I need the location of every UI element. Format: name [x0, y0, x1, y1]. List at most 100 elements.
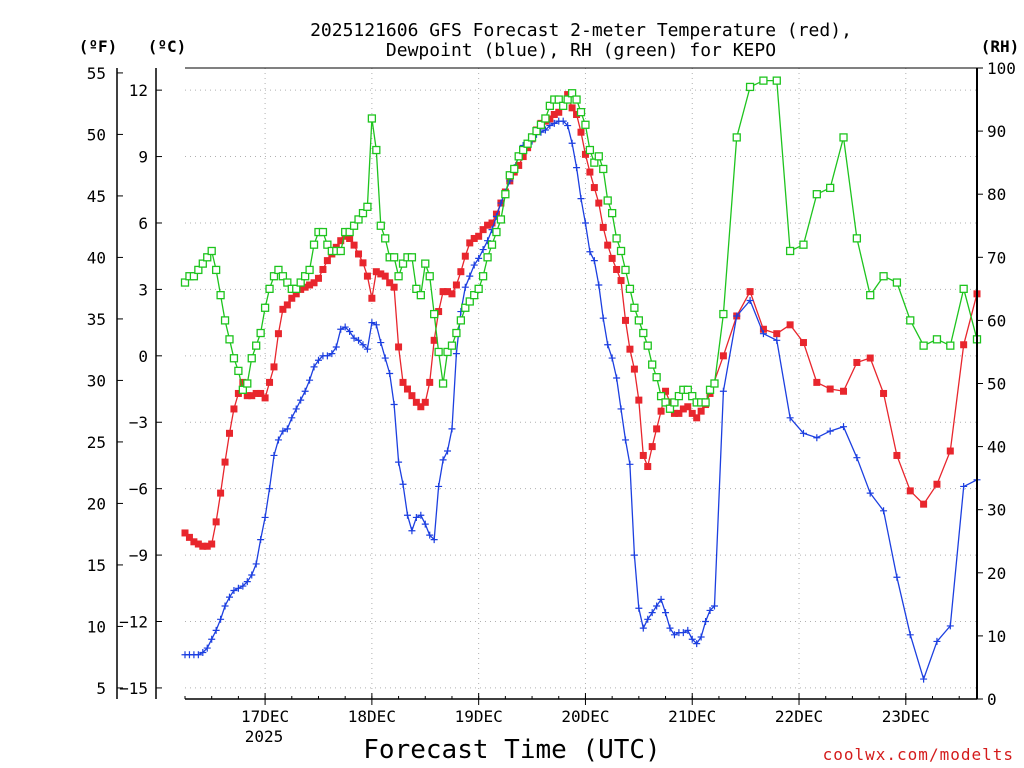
rh-point: [732, 133, 741, 142]
dewpoint-point: [733, 312, 741, 320]
dewpoint-point: [684, 626, 692, 634]
rh-point: [839, 133, 848, 142]
dewpoint-point: [421, 520, 429, 528]
temperature-point: [693, 414, 701, 422]
rh-point: [563, 95, 572, 104]
grid-lines: [185, 68, 977, 699]
dewpoint-point: [670, 631, 678, 639]
rh-point: [665, 404, 675, 413]
temperature-point: [648, 443, 656, 451]
temperature-point: [866, 354, 874, 362]
dewpoint-point: [577, 195, 585, 203]
temperature-point: [630, 365, 638, 373]
rh-point: [452, 328, 461, 338]
temperature-point: [586, 168, 594, 176]
temperature-point: [310, 279, 318, 287]
dewpoint-point: [372, 321, 380, 329]
dewpoint-point: [653, 602, 661, 610]
temperature-point: [426, 378, 434, 386]
dewpoint-point: [710, 602, 718, 610]
dewpoint-point: [230, 587, 238, 595]
axes: 129630−3−6−9−12−155550454035302520151051…: [87, 59, 1016, 726]
temperature-point: [279, 305, 287, 313]
rh-point: [372, 145, 381, 155]
celsius-unit-label: (ºC): [148, 37, 187, 56]
temperature-point: [395, 343, 403, 351]
dewpoint-point: [759, 330, 767, 338]
temperature-point: [306, 281, 314, 289]
rh-point: [381, 234, 390, 243]
dewpoint-point: [639, 624, 647, 632]
rh-point: [487, 240, 497, 249]
temperature-point: [759, 325, 767, 333]
temperature-point: [266, 378, 274, 386]
rh-point: [238, 385, 247, 394]
dewpoint-point: [679, 629, 687, 637]
rh-point: [278, 272, 288, 281]
temperature-point: [217, 489, 225, 497]
x-tick-label: 22DEC: [775, 707, 823, 726]
temperature-point: [555, 108, 563, 116]
x-tick-label: 17DEC: [241, 707, 289, 726]
rh-point: [759, 76, 768, 85]
rh-point: [345, 227, 354, 237]
dewpoint-point: [408, 527, 416, 535]
rh-point: [229, 354, 239, 363]
temperature-point: [359, 259, 367, 267]
dewpoint-point: [439, 456, 447, 464]
dewpoint-point: [541, 126, 549, 134]
rh-point: [247, 354, 256, 363]
rh-point: [590, 158, 599, 167]
dewpoint-point: [604, 341, 612, 349]
dewpoint-point: [234, 584, 242, 592]
dewpoint-point: [799, 429, 807, 437]
dewpoint-point: [252, 560, 260, 568]
temperature-point: [679, 405, 687, 413]
rh-point: [599, 164, 608, 174]
temperature-point: [341, 232, 349, 240]
temperature-point: [363, 272, 371, 280]
fahrenheit-tick-label: 25: [87, 433, 106, 452]
temperature-point: [906, 487, 914, 495]
temperature-point: [461, 252, 469, 260]
dewpoint-point: [208, 635, 216, 643]
temperature-point: [337, 237, 345, 245]
dewpoint-point: [866, 489, 874, 497]
data-series: [180, 76, 982, 683]
rh-point: [354, 215, 363, 224]
temperature-point: [599, 223, 607, 231]
rh-point: [705, 385, 715, 394]
dewpoint-point: [426, 531, 434, 539]
rh-point: [194, 265, 203, 275]
temperature-point: [639, 451, 647, 459]
dewpoint-point: [359, 341, 367, 349]
rh-point: [710, 379, 719, 388]
temperature-point: [719, 352, 727, 360]
series-relative-humidity: [180, 76, 982, 413]
dewpoint-point: [399, 480, 407, 488]
temperature-point: [252, 389, 260, 397]
dewpoint-point: [221, 602, 229, 610]
rh-point: [283, 278, 292, 287]
rh-point: [906, 316, 915, 325]
x-axis-title: Forecast Time (UTC): [363, 735, 660, 765]
rh-point: [639, 328, 648, 338]
rh-point: [421, 259, 430, 268]
x-tick-label: 18DEC: [348, 707, 396, 726]
rh-point: [919, 341, 928, 350]
temperature-point: [257, 389, 265, 397]
rh-point: [585, 145, 595, 155]
dewpoint-point: [381, 354, 389, 362]
celsius-tick-label: 12: [129, 81, 148, 100]
dewpoint-point: [301, 387, 309, 395]
rh-point: [180, 278, 190, 287]
dewpoint-point: [617, 405, 625, 413]
rh-point: [363, 202, 372, 211]
temperature-point: [208, 540, 216, 548]
temperature-point: [288, 294, 296, 302]
rh-point: [648, 360, 657, 369]
dewpoint-point: [470, 261, 478, 269]
temperature-point: [697, 407, 705, 415]
temperature-point: [350, 241, 358, 249]
x-tick-label: 21DEC: [668, 707, 716, 726]
